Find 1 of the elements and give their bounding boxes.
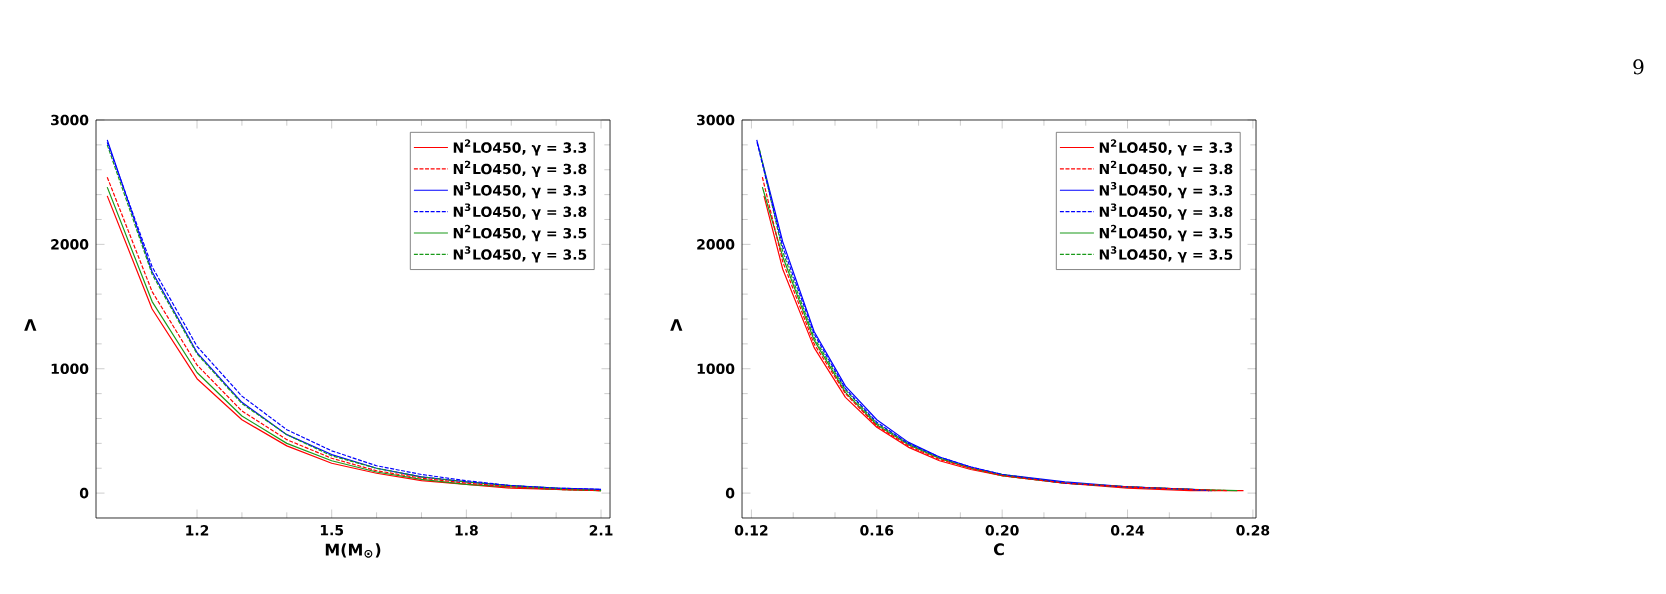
text: 9 [1633,59,1644,75]
